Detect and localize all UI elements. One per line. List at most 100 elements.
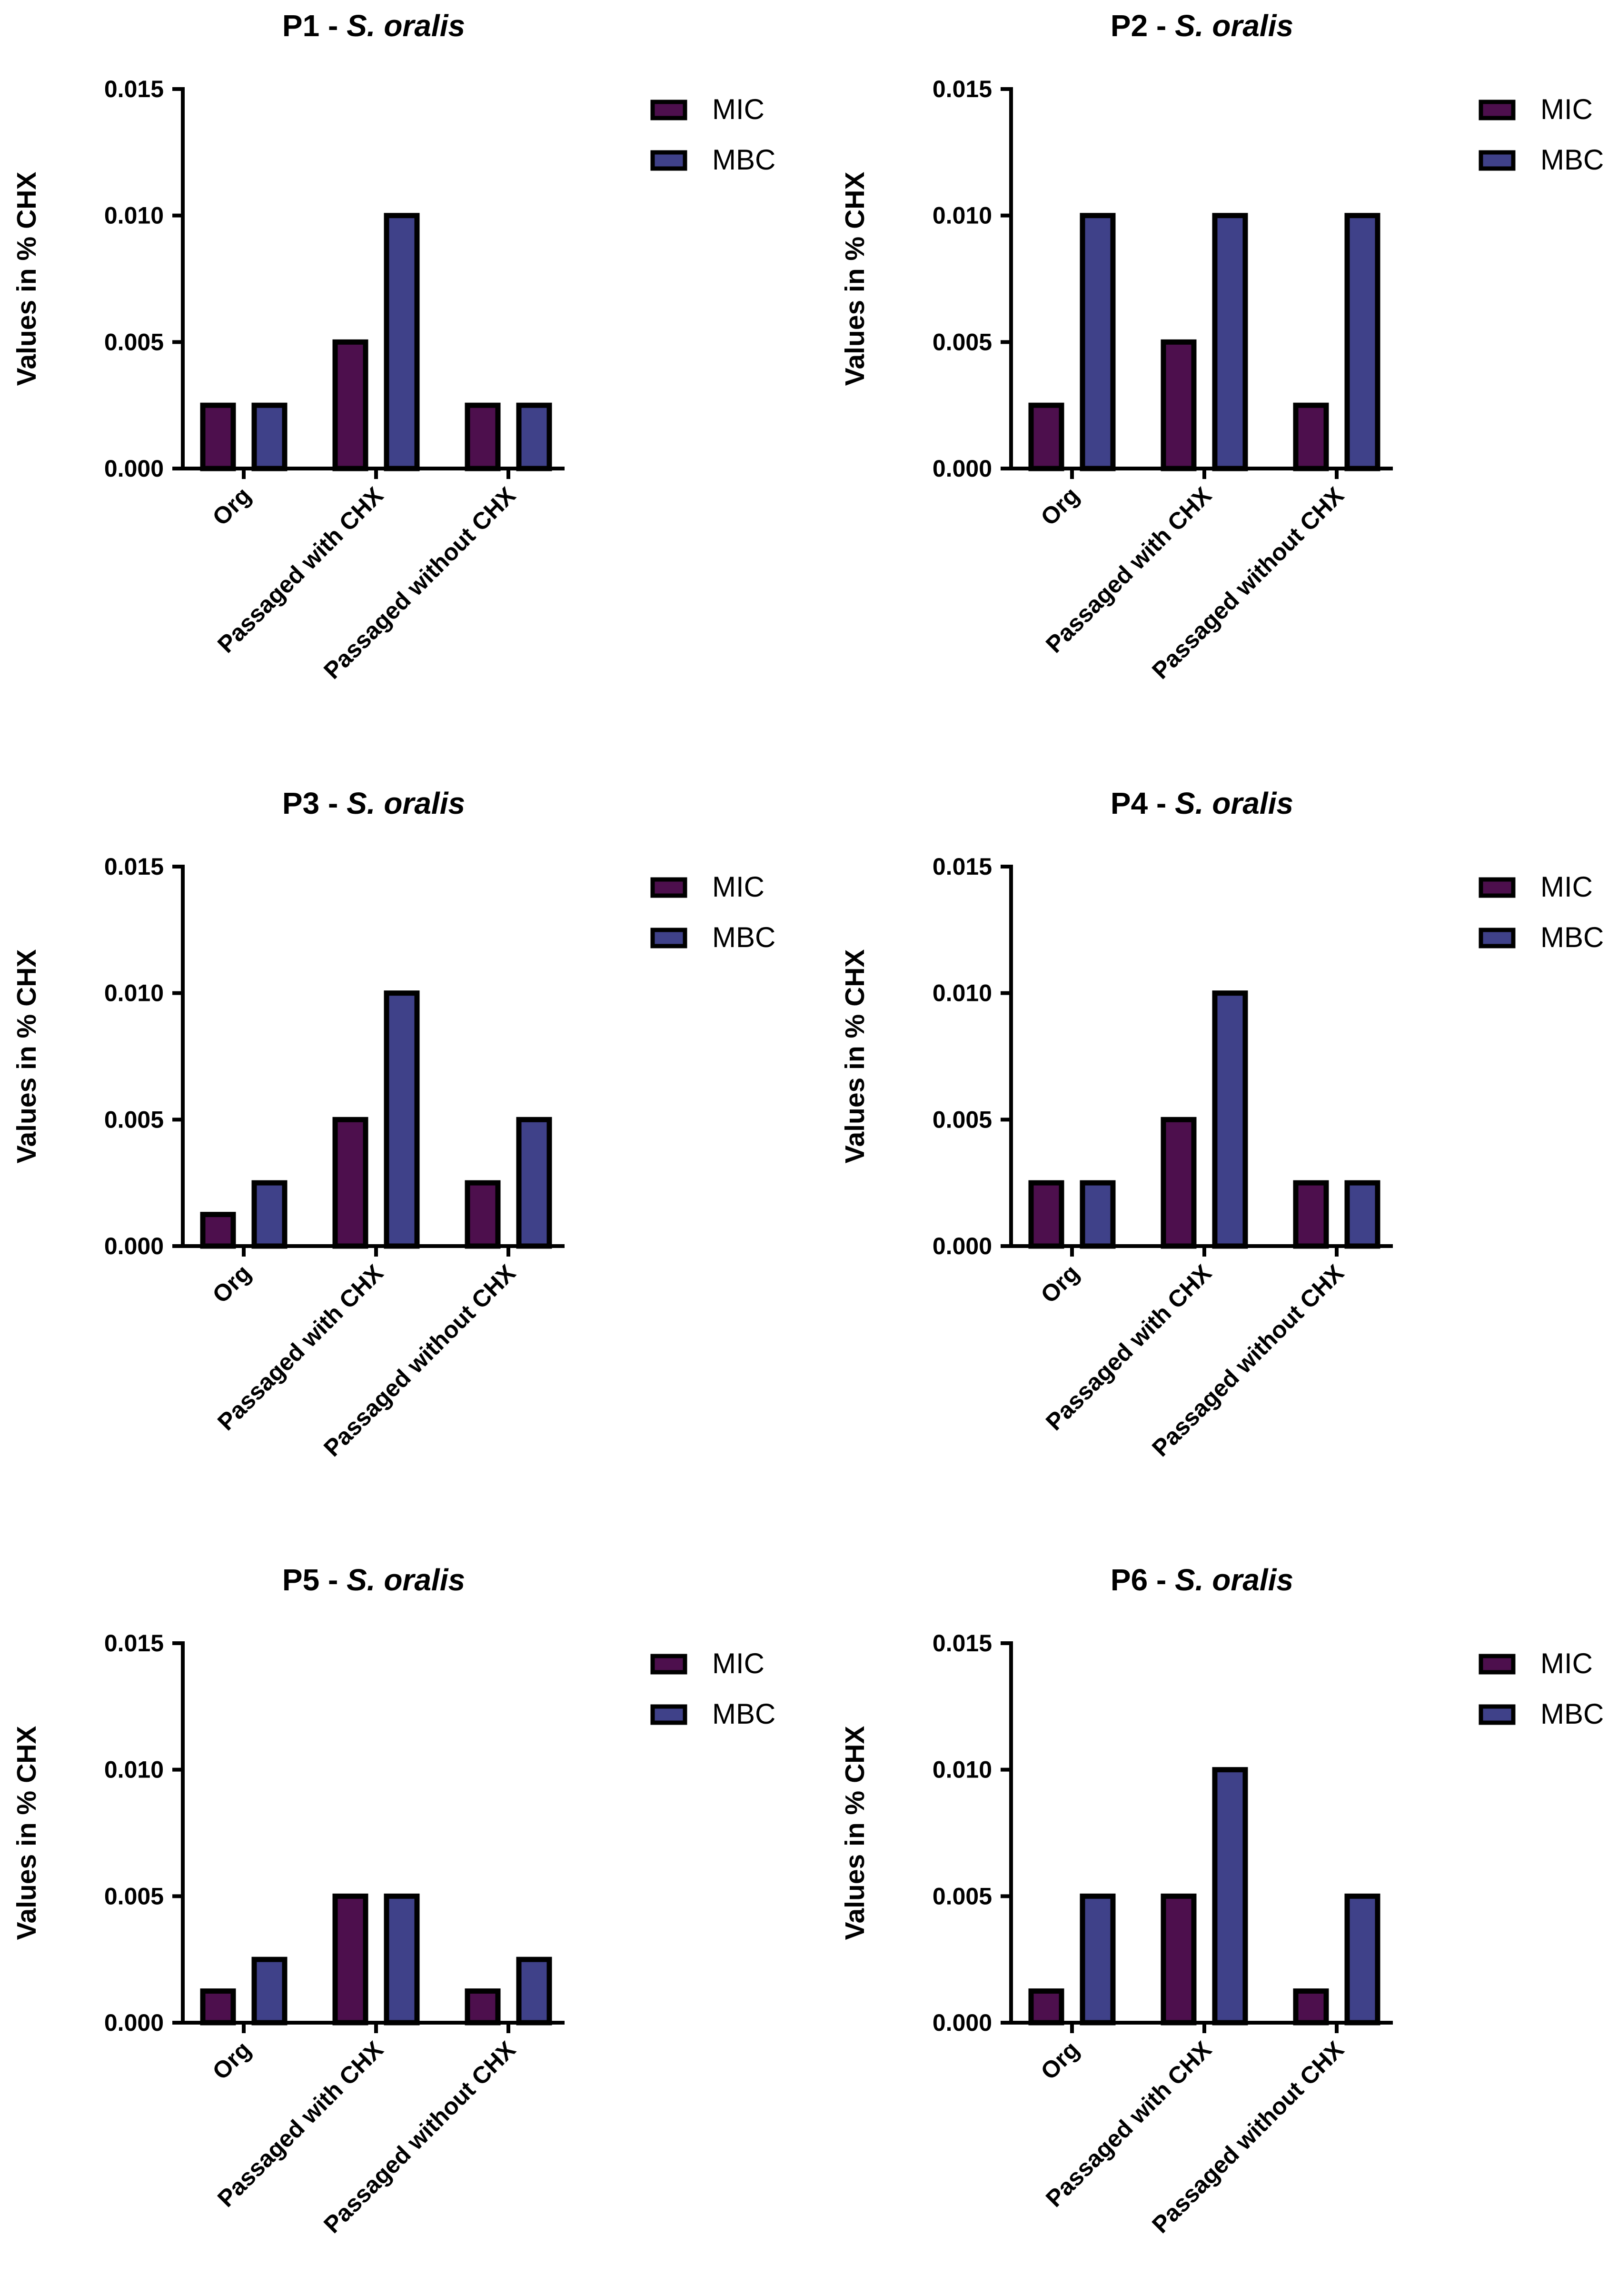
y-tick-label: 0.005 (933, 1106, 992, 1133)
y-axis-title: Values in % CHX (840, 172, 870, 386)
bar-mbc-0 (1080, 213, 1116, 471)
bar-mic-0 (200, 1988, 236, 2026)
bar-mbc-2 (516, 402, 552, 471)
legend-swatch-mic (650, 100, 687, 120)
legend-swatch-mic (650, 877, 687, 898)
bar-mbc-0 (251, 1180, 288, 1249)
chart-title-species: S. oralis (347, 9, 465, 43)
chart-title: P5 - S. oralis (282, 1563, 465, 1597)
y-tick-label: 0.015 (933, 853, 992, 880)
y-tick-label: 0.000 (933, 1233, 992, 1259)
y-tick-label: 0.010 (933, 202, 992, 229)
x-tick-label: Org (207, 1259, 256, 1308)
legend-label-mbc: MBC (1540, 144, 1604, 176)
chart-title-species: S. oralis (1175, 786, 1293, 820)
bar-mbc-0 (251, 402, 288, 471)
legend-swatch-mbc (650, 928, 687, 948)
bar-mic-1 (1161, 339, 1197, 471)
bar-mbc-0 (1080, 1180, 1116, 1249)
legend-label-mic: MIC (712, 93, 764, 125)
bar-mbc-1 (384, 213, 420, 471)
bar-mic-2 (1293, 1180, 1329, 1249)
y-tick-label: 0.010 (104, 202, 164, 229)
y-tick-label: 0.000 (933, 2009, 992, 2036)
bar-mic-2 (1293, 402, 1329, 471)
legend-label-mic: MIC (712, 1647, 764, 1679)
x-tick-label: Org (1035, 1259, 1084, 1308)
chart-p3: P3 - S. oralis 0.000 0.005 0.010 0.015 Values… (11, 786, 775, 1462)
y-tick-label: 0.000 (104, 1233, 164, 1259)
y-tick-label: 0.010 (933, 980, 992, 1007)
legend-swatch-mic (1479, 1654, 1516, 1675)
bar-mbc-2 (516, 1117, 552, 1249)
chart-title-species: S. oralis (347, 786, 465, 820)
chart-p4: P4 - S. oralis 0.000 0.005 0.010 0.015 Values… (840, 786, 1604, 1462)
y-tick-label: 0.015 (104, 1630, 164, 1657)
chart-title: P4 - S. oralis (1111, 786, 1293, 820)
legend-swatch-mbc (1479, 928, 1516, 948)
legend-swatch-mic (1479, 877, 1516, 898)
y-tick-label: 0.005 (104, 329, 164, 355)
legend-swatch-mbc (1479, 1704, 1516, 1725)
bar-mic-1 (1161, 1117, 1197, 1249)
chart-title-prefix: P1 - (282, 9, 347, 43)
legend-label-mic: MIC (1540, 93, 1593, 125)
bar-mic-0 (1028, 402, 1064, 471)
chart-title-prefix: P6 - (1111, 1563, 1175, 1597)
y-tick-label: 0.015 (933, 1630, 992, 1657)
chart-title-prefix: P3 - (282, 786, 347, 820)
bar-mic-2 (465, 1180, 501, 1249)
chart-title: P6 - S. oralis (1111, 1563, 1293, 1597)
legend-label-mbc: MBC (712, 921, 775, 953)
y-axis-title: Values in % CHX (11, 172, 42, 386)
y-tick-label: 0.015 (933, 76, 992, 102)
legend-label-mic: MIC (1540, 1647, 1593, 1679)
bar-mbc-2 (1344, 1893, 1380, 2026)
bar-mic-1 (332, 1893, 368, 2026)
chart-p6: P6 - S. oralis 0.000 0.005 0.010 0.015 Values… (840, 1563, 1604, 2238)
chart-title-prefix: P4 - (1111, 786, 1175, 820)
legend-label-mbc: MBC (1540, 921, 1604, 953)
legend-label-mic: MIC (1540, 871, 1593, 903)
chart-title-prefix: P5 - (282, 1563, 347, 1597)
chart-title: P3 - S. oralis (282, 786, 465, 820)
y-tick-label: 0.010 (933, 1757, 992, 1783)
legend-label-mbc: MBC (712, 144, 775, 176)
chart-title-species: S. oralis (347, 1563, 465, 1597)
legend-swatch-mic (650, 1654, 687, 1675)
chart-title: P1 - S. oralis (282, 9, 465, 43)
y-tick-label: 0.015 (104, 853, 164, 880)
y-tick-label: 0.000 (933, 455, 992, 482)
y-axis-title: Values in % CHX (11, 949, 42, 1164)
y-axis-title: Values in % CHX (840, 949, 870, 1164)
y-tick-label: 0.005 (933, 329, 992, 355)
bar-mic-2 (1293, 1988, 1329, 2026)
bar-mbc-0 (1080, 1893, 1116, 2026)
x-tick-label: Org (207, 482, 256, 530)
y-axis-title: Values in % CHX (11, 1726, 42, 1940)
chart-p2: P2 - S. oralis 0.000 0.005 0.010 0.015 Values… (840, 9, 1604, 684)
y-tick-label: 0.015 (104, 76, 164, 102)
chart-title: P2 - S. oralis (1111, 9, 1293, 43)
bar-mbc-2 (1344, 213, 1380, 471)
bar-mic-1 (332, 1117, 368, 1249)
y-tick-label: 0.010 (104, 980, 164, 1007)
bar-mbc-1 (1212, 213, 1248, 471)
y-tick-label: 0.000 (104, 2009, 164, 2036)
y-axis-title: Values in % CHX (840, 1726, 870, 1940)
chart-title-species: S. oralis (1175, 9, 1293, 43)
chart-p1: P1 - S. oralis 0.000 0.005 0.010 0.015 Values… (11, 9, 775, 684)
bar-mic-0 (200, 402, 236, 471)
bar-mic-0 (1028, 1988, 1064, 2026)
y-tick-label: 0.005 (933, 1883, 992, 1909)
bar-mic-2 (465, 402, 501, 471)
bar-mbc-2 (516, 1957, 552, 2026)
bar-mbc-2 (1344, 1180, 1380, 1249)
bar-mbc-1 (384, 990, 420, 1249)
bar-mic-1 (1161, 1893, 1197, 2026)
bar-mic-1 (332, 339, 368, 471)
legend-label-mbc: MBC (1540, 1698, 1604, 1730)
chart-title-species: S. oralis (1175, 1563, 1293, 1597)
legend-swatch-mbc (650, 1704, 687, 1725)
